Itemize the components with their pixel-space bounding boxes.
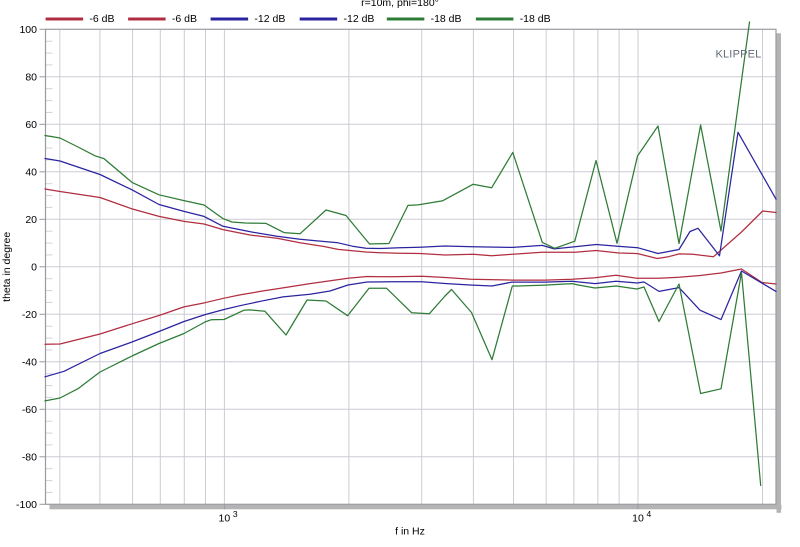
svg-text:-80: -80: [22, 451, 37, 463]
svg-text:40: 40: [25, 166, 37, 178]
svg-text:theta in degree: theta in degree: [1, 232, 13, 302]
svg-text:10: 10: [219, 513, 231, 525]
svg-text:3: 3: [233, 509, 238, 519]
svg-text:20: 20: [25, 214, 37, 226]
svg-text:-60: -60: [22, 404, 37, 416]
svg-text:80: 80: [25, 71, 37, 83]
svg-text:-6 dB: -6 dB: [172, 13, 197, 25]
svg-text:0: 0: [31, 261, 37, 273]
svg-text:-20: -20: [22, 309, 37, 321]
svg-text:60: 60: [25, 119, 37, 131]
svg-text:-6 dB: -6 dB: [89, 13, 114, 25]
svg-text:-40: -40: [22, 356, 37, 368]
svg-text:-18 dB: -18 dB: [520, 13, 551, 25]
svg-text:-100: -100: [16, 499, 37, 511]
svg-text:f in Hz: f in Hz: [395, 526, 425, 538]
svg-text:100: 100: [19, 24, 37, 36]
svg-text:-18 dB: -18 dB: [431, 13, 462, 25]
svg-text:4: 4: [647, 509, 652, 519]
svg-text:-12 dB: -12 dB: [344, 13, 375, 25]
svg-text:r=10m, phi=180°: r=10m, phi=180°: [361, 0, 439, 9]
svg-text:KLIPPEL: KLIPPEL: [715, 49, 761, 61]
svg-text:-12 dB: -12 dB: [254, 13, 285, 25]
svg-text:10: 10: [632, 513, 644, 525]
